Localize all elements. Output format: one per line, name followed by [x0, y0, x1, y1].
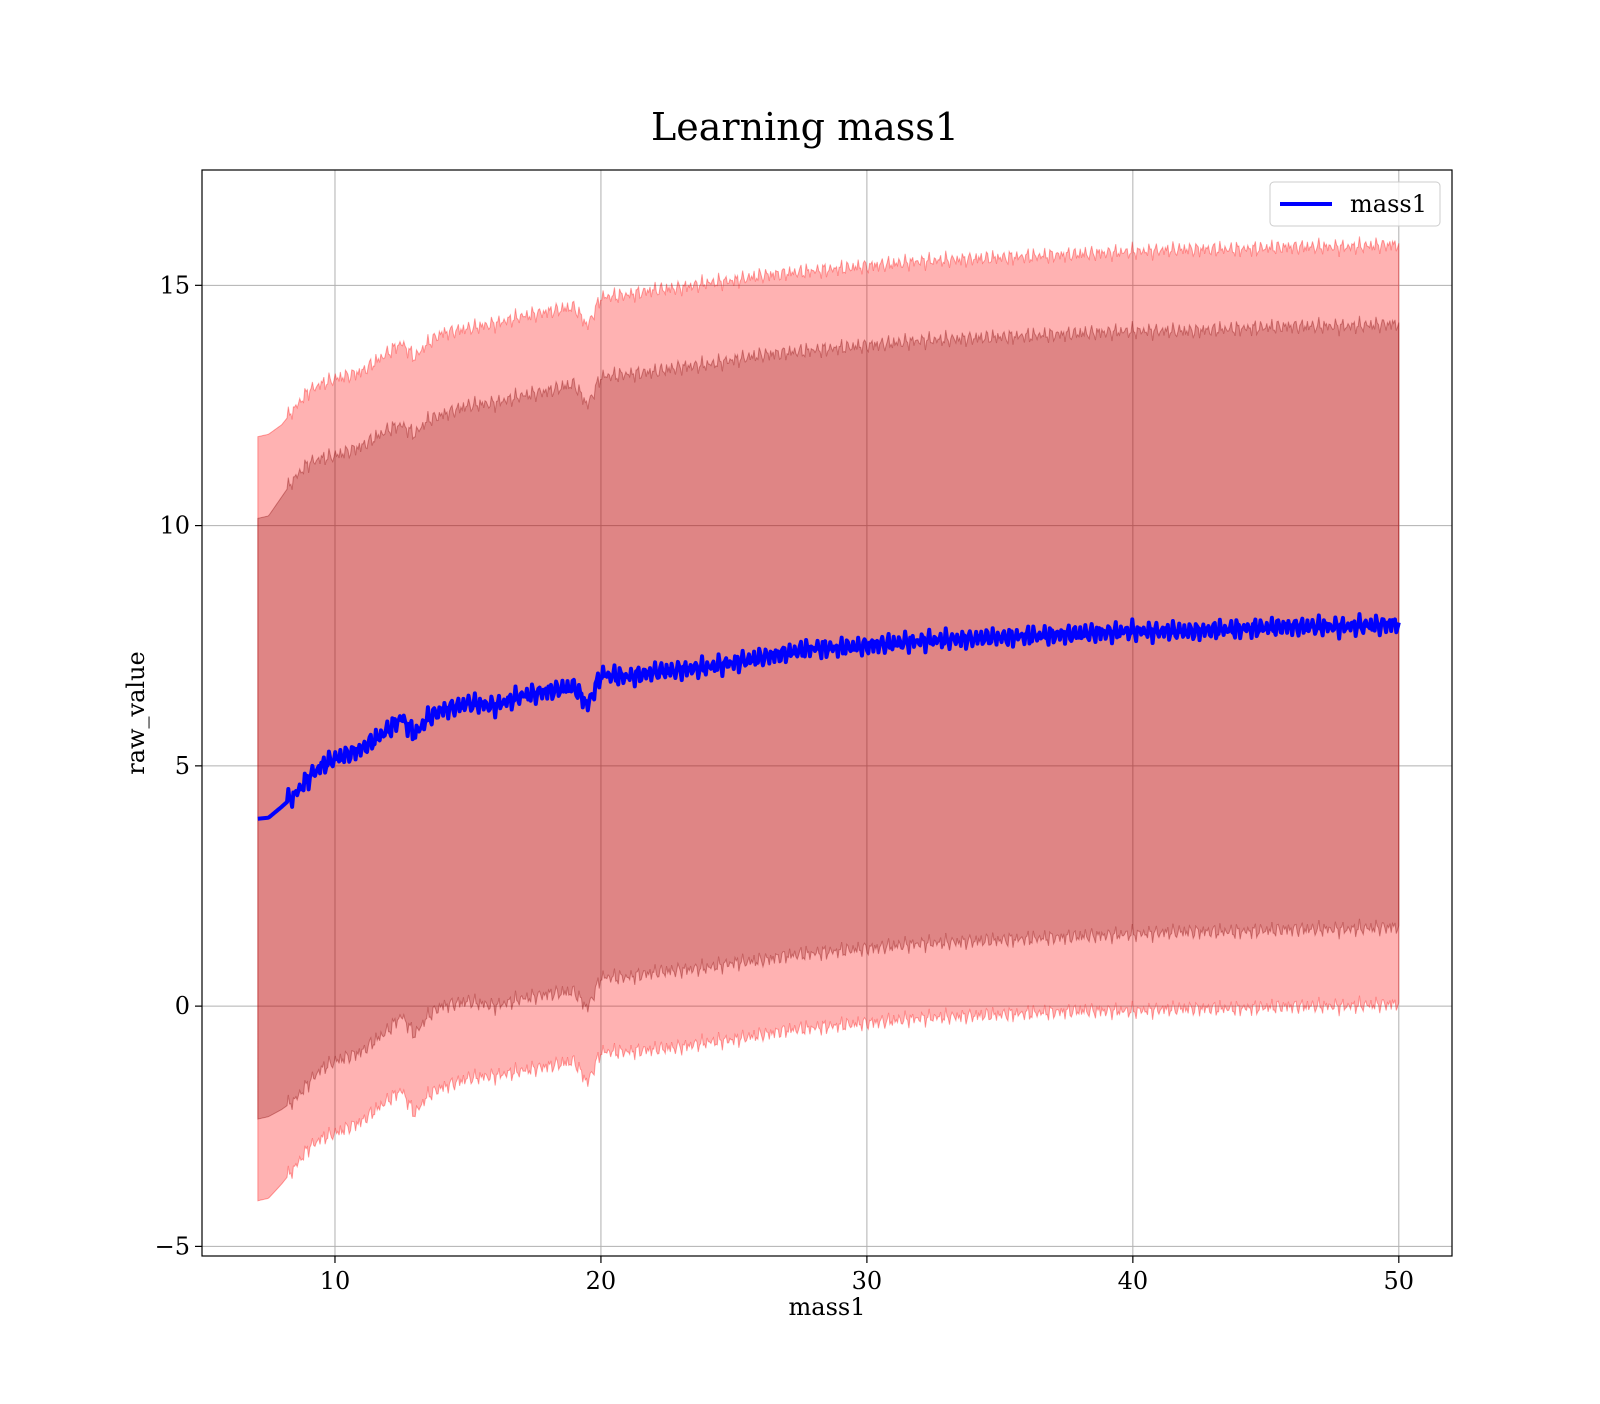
x-tick-label: 50	[1384, 1267, 1415, 1295]
x-axis-ticks: 10 20 30 40 50	[320, 1256, 1414, 1295]
confidence-bands	[257, 236, 1400, 1202]
y-tick-label: 0	[175, 992, 190, 1020]
legend: mass1	[1269, 181, 1441, 227]
x-tick-label: 20	[586, 1267, 617, 1295]
legend-label-mass1: mass1	[1350, 190, 1427, 218]
y-tick-label: 15	[159, 271, 190, 299]
x-axis-label: mass1	[789, 1293, 866, 1321]
y-tick-label: −5	[155, 1232, 190, 1260]
series-lines	[257, 612, 1401, 821]
y-axis-ticks: −5 0 5 10 15	[155, 271, 202, 1260]
plot-frame	[201, 169, 1453, 1257]
band-2-sigma	[257, 236, 1400, 1202]
legend-box	[1269, 181, 1441, 227]
band-1-sigma	[257, 315, 1400, 1120]
x-tick-label: 30	[852, 1267, 883, 1295]
y-axis-label: raw_value	[122, 651, 150, 775]
series-line-mass1	[257, 612, 1401, 821]
chart-title: Learning mass1	[651, 105, 959, 149]
x-tick-label: 10	[320, 1267, 351, 1295]
y-tick-label: 5	[175, 752, 190, 780]
y-tick-label: 10	[159, 512, 190, 540]
grid	[202, 170, 1452, 1256]
x-tick-label: 40	[1118, 1267, 1149, 1295]
